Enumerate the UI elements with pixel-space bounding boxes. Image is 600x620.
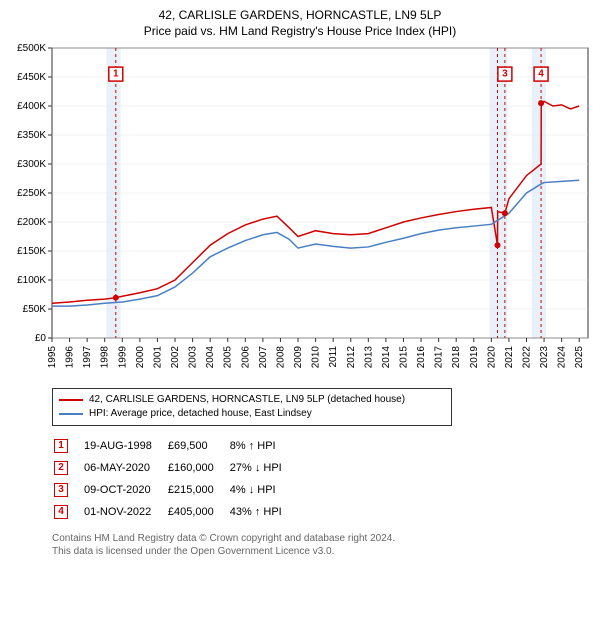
svg-text:£500K: £500K: [17, 43, 46, 54]
svg-text:2025: 2025: [574, 345, 585, 368]
svg-text:£250K: £250K: [17, 188, 46, 199]
tx-date: 19-AUG-1998: [84, 436, 166, 456]
table-row: 1 19-AUG-1998£69,5008% ↑ HPI: [54, 436, 296, 456]
tx-marker: 4: [54, 505, 68, 519]
svg-text:2010: 2010: [311, 345, 322, 368]
svg-text:2021: 2021: [504, 345, 515, 368]
footnote-line1: Contains HM Land Registry data © Crown c…: [52, 532, 594, 545]
tx-delta: 4% ↓ HPI: [230, 480, 296, 500]
svg-text:2008: 2008: [275, 345, 286, 368]
legend-swatch-1: [59, 413, 83, 415]
legend-label-1: HPI: Average price, detached house, East…: [89, 407, 312, 421]
svg-text:2001: 2001: [152, 345, 163, 368]
tx-price: £69,500: [168, 436, 228, 456]
tx-price: £215,000: [168, 480, 228, 500]
svg-text:2016: 2016: [416, 345, 427, 368]
svg-text:1995: 1995: [47, 345, 58, 368]
svg-text:2014: 2014: [381, 345, 392, 368]
svg-text:1996: 1996: [65, 345, 76, 368]
tx-delta: 27% ↓ HPI: [230, 458, 296, 478]
tx-marker: 1: [54, 439, 68, 453]
svg-text:2018: 2018: [451, 345, 462, 368]
svg-text:1998: 1998: [100, 345, 111, 368]
tx-marker: 3: [54, 483, 68, 497]
svg-text:£450K: £450K: [17, 72, 46, 83]
tx-delta: 43% ↑ HPI: [230, 502, 296, 522]
chart-title: 42, CARLISLE GARDENS, HORNCASTLE, LN9 5L…: [6, 8, 594, 24]
svg-text:2015: 2015: [398, 345, 409, 368]
legend-label-0: 42, CARLISLE GARDENS, HORNCASTLE, LN9 5L…: [89, 393, 405, 407]
svg-text:2022: 2022: [521, 345, 532, 368]
legend-item: HPI: Average price, detached house, East…: [59, 407, 445, 421]
legend: 42, CARLISLE GARDENS, HORNCASTLE, LN9 5L…: [52, 388, 452, 426]
svg-text:2024: 2024: [557, 345, 568, 368]
tx-marker: 2: [54, 461, 68, 475]
svg-text:2009: 2009: [293, 345, 304, 368]
svg-text:2013: 2013: [363, 345, 374, 368]
svg-text:£0: £0: [35, 333, 47, 344]
svg-text:4: 4: [538, 68, 544, 79]
tx-date: 06-MAY-2020: [84, 458, 166, 478]
svg-text:2011: 2011: [328, 345, 339, 367]
footnote-line2: This data is licensed under the Open Gov…: [52, 545, 594, 558]
svg-text:2019: 2019: [469, 345, 480, 368]
tx-date: 01-NOV-2022: [84, 502, 166, 522]
transaction-table: 119-AUG-1998£69,5008% ↑ HPI206-MAY-2020£…: [52, 434, 298, 524]
svg-text:2017: 2017: [434, 345, 445, 368]
svg-text:£200K: £200K: [17, 217, 46, 228]
svg-text:2012: 2012: [346, 345, 357, 368]
svg-text:2020: 2020: [486, 345, 497, 368]
tx-price: £160,000: [168, 458, 228, 478]
svg-text:2004: 2004: [205, 345, 216, 368]
svg-text:£150K: £150K: [17, 246, 46, 257]
svg-text:3: 3: [502, 68, 508, 79]
svg-text:£350K: £350K: [17, 130, 46, 141]
svg-text:2003: 2003: [188, 345, 199, 368]
svg-text:£400K: £400K: [17, 101, 46, 112]
chart-svg: £0 £50K £100K £150K £200K £250K £300K £350K £400…: [6, 42, 594, 382]
legend-swatch-0: [59, 399, 83, 401]
plot-area: £0 £50K £100K £150K £200K £250K £300K £350K £400…: [6, 42, 594, 382]
svg-text:2006: 2006: [240, 345, 251, 368]
tx-delta: 8% ↑ HPI: [230, 436, 296, 456]
table-row: 2 06-MAY-2020£160,00027% ↓ HPI: [54, 458, 296, 478]
svg-text:1999: 1999: [117, 345, 128, 368]
tx-date: 09-OCT-2020: [84, 480, 166, 500]
svg-text:£100K: £100K: [17, 275, 46, 286]
svg-text:1: 1: [113, 68, 119, 79]
svg-text:2023: 2023: [539, 345, 550, 368]
svg-text:2007: 2007: [258, 345, 269, 368]
table-row: 3 09-OCT-2020£215,0004% ↓ HPI: [54, 480, 296, 500]
svg-text:£300K: £300K: [17, 159, 46, 170]
svg-text:2005: 2005: [223, 345, 234, 368]
svg-text:2002: 2002: [170, 345, 181, 368]
svg-text:2000: 2000: [135, 345, 146, 368]
legend-item: 42, CARLISLE GARDENS, HORNCASTLE, LN9 5L…: [59, 393, 445, 407]
chart-container: 42, CARLISLE GARDENS, HORNCASTLE, LN9 5L…: [0, 0, 600, 620]
tx-price: £405,000: [168, 502, 228, 522]
svg-text:1997: 1997: [82, 345, 93, 368]
chart-subtitle: Price paid vs. HM Land Registry's House …: [6, 24, 594, 38]
table-row: 4 01-NOV-2022£405,00043% ↑ HPI: [54, 502, 296, 522]
footnote: Contains HM Land Registry data © Crown c…: [52, 532, 594, 558]
svg-text:£50K: £50K: [23, 304, 47, 315]
